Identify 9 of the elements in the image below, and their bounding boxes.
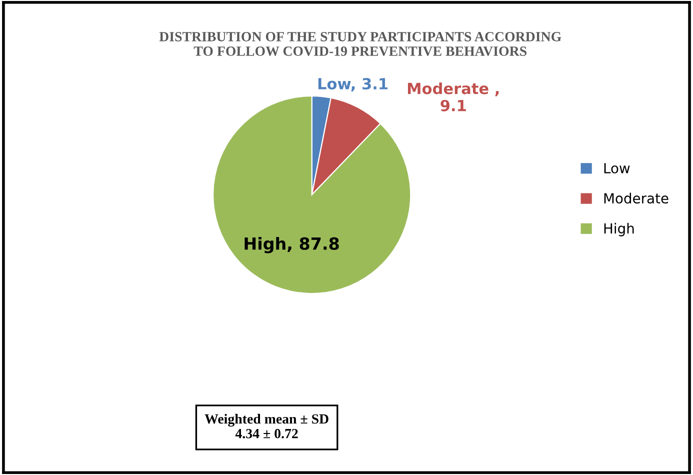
legend-label: High [604,222,634,236]
legend-label: Moderate [604,192,668,204]
data-label: Moderate , 9.1 [408,82,499,112]
text: Weighted mean ± SD 4.34 ± 0.72 [204,414,328,438]
legend-label: Low [604,163,630,174]
data-label: High, 87.8 [244,237,339,254]
chart-title: DISTRIBUTION OF THE STUDY PARTICIPANTS ACCORDING TO FOLLOW COVID-19 PREVENTIVE BEHAVIORS [159,32,562,56]
data-label: Low, 3.1 [318,78,388,92]
pie-slice [212,95,412,294]
